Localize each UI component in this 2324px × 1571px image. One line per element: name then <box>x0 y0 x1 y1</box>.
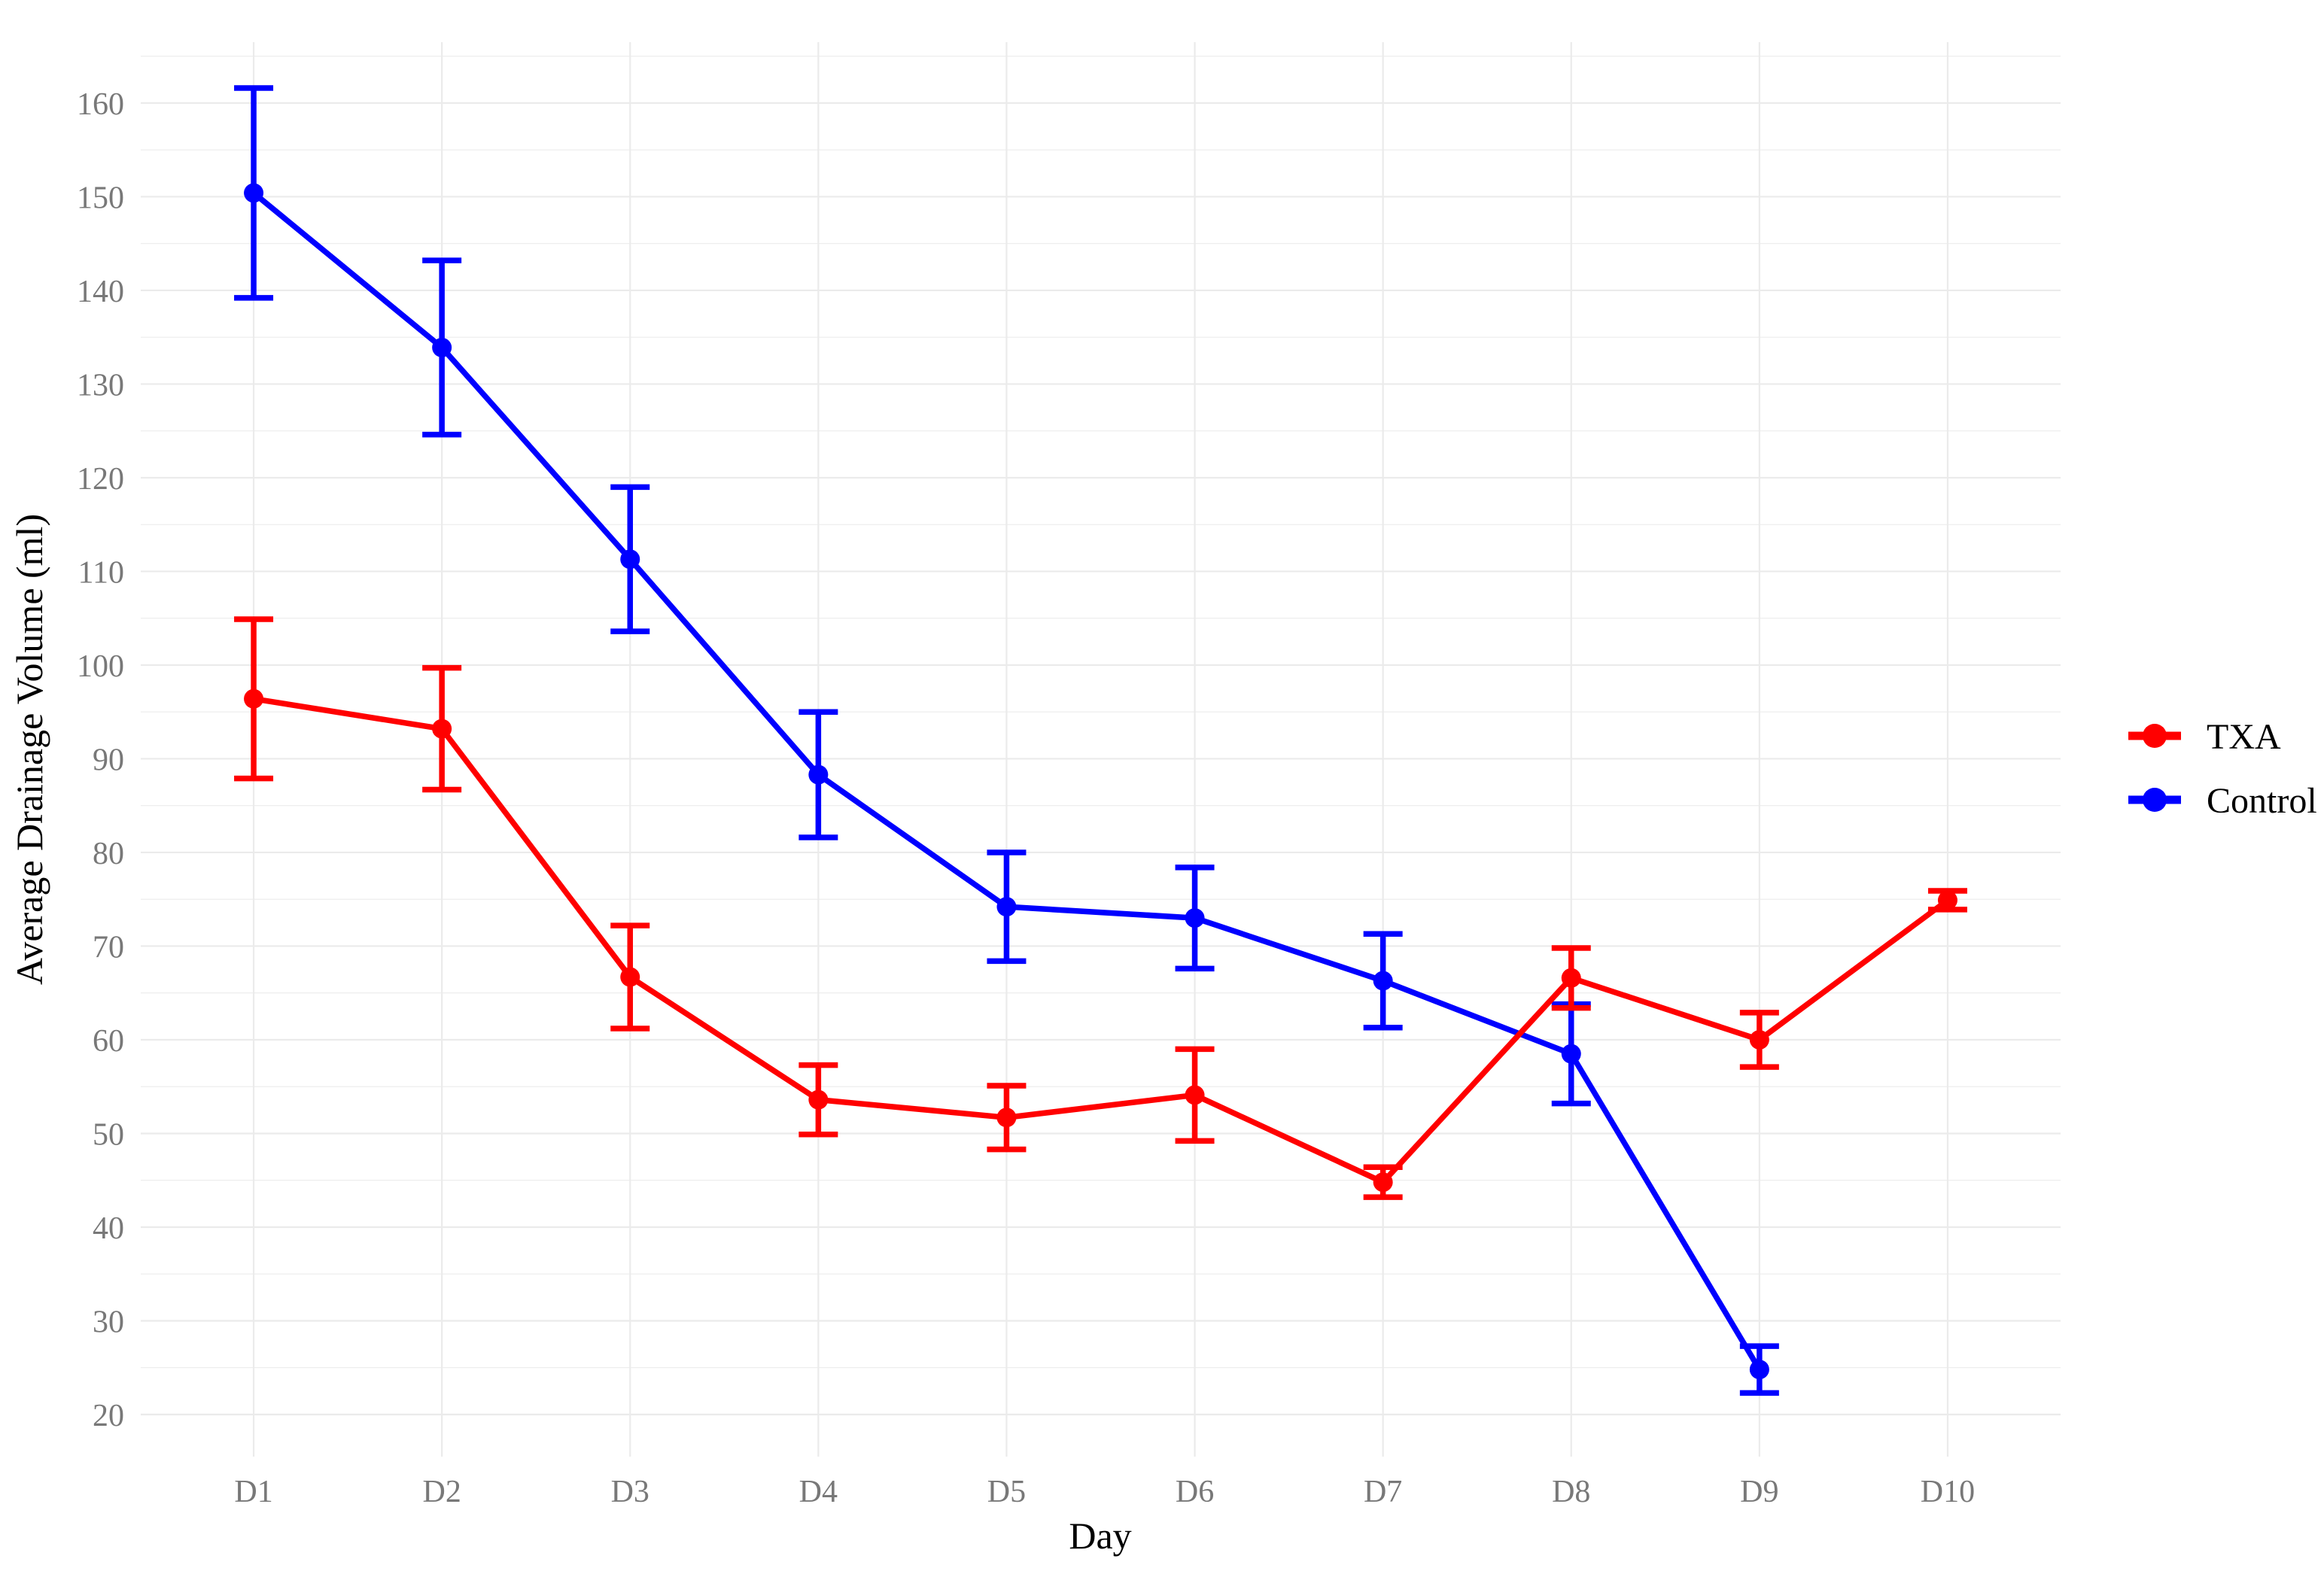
x-tick-label: D7 <box>1364 1475 1402 1509</box>
data-point <box>1373 971 1393 991</box>
data-point <box>620 549 640 570</box>
gridlines-y-major <box>141 102 2061 1416</box>
x-tick-label: D3 <box>611 1475 649 1509</box>
y-tick-label: 80 <box>93 837 124 871</box>
data-point <box>244 183 264 203</box>
y-tick-label: 30 <box>93 1305 124 1339</box>
y-tick-label: 150 <box>77 181 124 215</box>
legend-label-txa: TXA <box>2207 717 2281 757</box>
x-tick-label: D8 <box>1552 1475 1590 1509</box>
y-tick-label: 140 <box>77 275 124 309</box>
x-tick-label: D1 <box>234 1475 272 1509</box>
data-point <box>996 1108 1017 1128</box>
x-axis-labels: D1 D2 D3 D4 D5 D6 D7 D8 D9 D10 <box>234 1475 1975 1509</box>
legend-key-point-control <box>2143 788 2167 812</box>
data-point <box>1373 1172 1393 1193</box>
data-point <box>620 967 640 987</box>
x-tick-label: D10 <box>1921 1475 1975 1509</box>
gridlines-y-minor <box>141 56 2061 1369</box>
data-point <box>1185 908 1205 928</box>
y-axis-title: Average Drainage Volume (ml) <box>8 514 50 985</box>
y-tick-label: 40 <box>93 1211 124 1246</box>
data-point <box>1937 890 1957 910</box>
data-point <box>1185 1085 1205 1105</box>
data-point <box>996 897 1017 917</box>
y-tick-label: 70 <box>93 930 124 965</box>
data-point <box>432 337 452 357</box>
y-tick-label: 60 <box>93 1024 124 1059</box>
y-tick-label: 120 <box>77 462 124 497</box>
y-tick-label: 110 <box>78 555 124 590</box>
x-tick-label: D5 <box>987 1475 1026 1509</box>
y-axis-labels: 20 30 40 50 60 70 80 90 100 110 120 130 140 150 160 <box>77 87 124 1433</box>
data-point <box>1749 1029 1769 1050</box>
y-tick-label: 130 <box>77 368 124 403</box>
series-control <box>234 85 1779 1396</box>
y-tick-label: 160 <box>77 87 124 122</box>
legend-label-control: Control <box>2207 781 2317 821</box>
data-point <box>1749 1360 1769 1380</box>
series-line <box>253 696 1950 1185</box>
x-tick-label: D6 <box>1176 1475 1214 1509</box>
legend-key-point-txa <box>2143 724 2167 748</box>
y-tick-label: 100 <box>77 649 124 684</box>
x-tick-label: D9 <box>1740 1475 1778 1509</box>
x-tick-label: D4 <box>799 1475 838 1509</box>
data-point <box>1561 1044 1581 1064</box>
x-axis-title: Day <box>1069 1515 1131 1557</box>
y-tick-label: 20 <box>93 1399 124 1433</box>
data-point <box>808 1089 829 1110</box>
data-point <box>244 688 264 709</box>
x-tick-label: D2 <box>422 1475 461 1509</box>
y-tick-label: 90 <box>93 743 124 777</box>
gridlines-x <box>252 42 1949 1457</box>
data-point <box>432 719 452 739</box>
legend: TXA Control <box>2128 717 2317 821</box>
data-point <box>1561 968 1581 988</box>
y-tick-label: 50 <box>93 1117 124 1152</box>
data-point <box>808 764 829 785</box>
series-txa <box>234 616 1967 1200</box>
